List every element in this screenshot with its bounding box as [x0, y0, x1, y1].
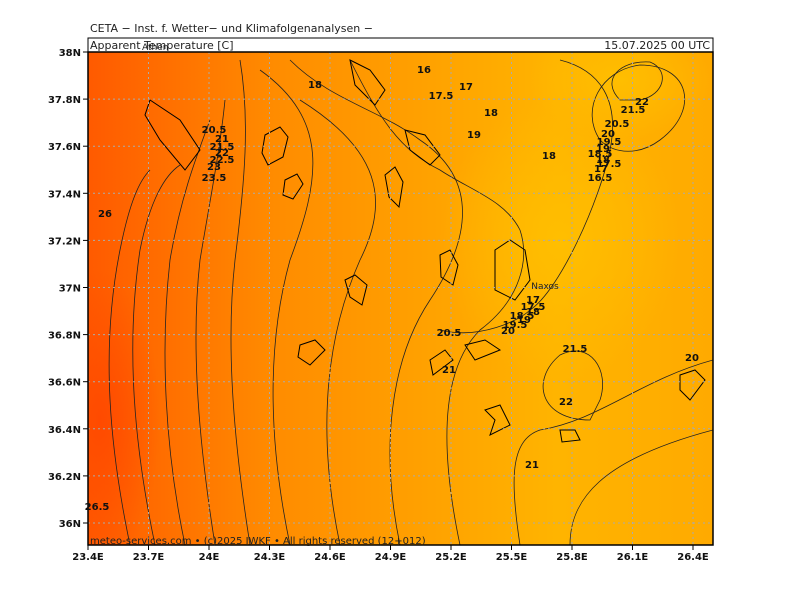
contour-label: 22.5 — [210, 155, 235, 166]
contour-label: 17.5 — [429, 91, 454, 102]
lon-tick-label: 25.5E — [496, 552, 528, 563]
lon-tick-label: 24.3E — [254, 552, 286, 563]
contour-label: 26 — [98, 209, 112, 220]
lat-tick-label: 37.2N — [48, 236, 81, 247]
lat-tick-label: 36.8N — [48, 331, 81, 342]
contour-label: 18 — [308, 80, 322, 91]
lon-tick-label: 24.9E — [375, 552, 407, 563]
contour-label: 20.5 — [605, 119, 630, 130]
contour-label: 19 — [517, 315, 531, 326]
lat-tick-label: 37.6N — [48, 142, 81, 153]
lat-tick-label: 38N — [59, 48, 81, 59]
contour-label: 21 — [215, 134, 229, 145]
lat-tick-label: 37N — [59, 284, 81, 295]
lon-tick-label: 24.6E — [314, 552, 346, 563]
place-label: Naxos — [531, 282, 559, 292]
contour-label: 20.5 — [202, 125, 227, 136]
lon-tick-label: 23.7E — [133, 552, 165, 563]
contour-label: 19.5 — [597, 137, 622, 148]
lon-tick-label: 23.4E — [72, 552, 104, 563]
lon-tick-label: 24E — [199, 552, 220, 563]
contour-label: 26.5 — [85, 502, 110, 513]
contour-label: 17 — [526, 295, 540, 306]
field — [88, 52, 713, 545]
contour-label: 18 — [526, 307, 540, 318]
contour-label: 17 — [594, 164, 608, 175]
contour-label: 20.5 — [437, 328, 462, 339]
lat-tick-label: 36.2N — [48, 472, 81, 483]
valid-time: 15.07.2025 00 UTC — [604, 39, 710, 52]
contour-label: 20 — [685, 353, 699, 364]
contour-label: 22 — [215, 148, 229, 159]
place-label: Athen — [142, 43, 168, 53]
contour-label: 20 — [601, 129, 615, 140]
lon-tick-label: 25.2E — [435, 552, 467, 563]
contour-label: 23.5 — [202, 173, 227, 184]
lat-tick-label: 36.6N — [48, 378, 81, 389]
contour-label: 18 — [542, 151, 556, 162]
contour-label: 19 — [596, 144, 610, 155]
contour-label: 18.5 — [588, 149, 613, 160]
contour-label: 16.5 — [588, 173, 613, 184]
contour-label: 16 — [417, 65, 431, 76]
contour-label: 17 — [459, 82, 473, 93]
map-frame — [87, 51, 714, 546]
contours — [108, 59, 713, 545]
institute: CETA − Inst. f. Wetter− und Klimafolgena… — [90, 22, 373, 35]
contour-label: 19 — [467, 130, 481, 141]
contour-label: 21.5 — [210, 142, 235, 153]
contour-label: 20 — [501, 326, 515, 337]
lat-tick-label: 36N — [59, 519, 81, 530]
lat-tick-label: 36.4N — [48, 425, 81, 436]
contour-label: 22 — [559, 397, 573, 408]
contour-label: 23 — [207, 162, 221, 173]
contour-label: 21 — [442, 365, 456, 376]
contour-label: 22 — [635, 97, 649, 108]
contour-label: 17.5 — [597, 159, 622, 170]
contour-label: 18 — [596, 155, 610, 166]
footer: meteo-services.com • (c)2025 IWKF • All … — [90, 536, 426, 547]
contour-label: 17.5 — [521, 302, 546, 313]
lon-tick-label: 25.8E — [556, 552, 588, 563]
contour-label: 19.5 — [503, 320, 528, 331]
contour-label: 18 — [484, 108, 498, 119]
lon-tick-label: 26.4E — [677, 552, 709, 563]
lat-tick-label: 37.8N — [48, 95, 81, 106]
lon-tick-label: 26.1E — [617, 552, 649, 563]
contour-label: 18.5 — [510, 311, 535, 322]
contour-label: 21 — [525, 460, 539, 471]
contour-label: 21.5 — [621, 105, 646, 116]
contour-label: 21.5 — [563, 344, 588, 355]
lat-tick-label: 37.4N — [48, 189, 81, 200]
map-title: Apparent Temperature [C] — [90, 39, 234, 52]
